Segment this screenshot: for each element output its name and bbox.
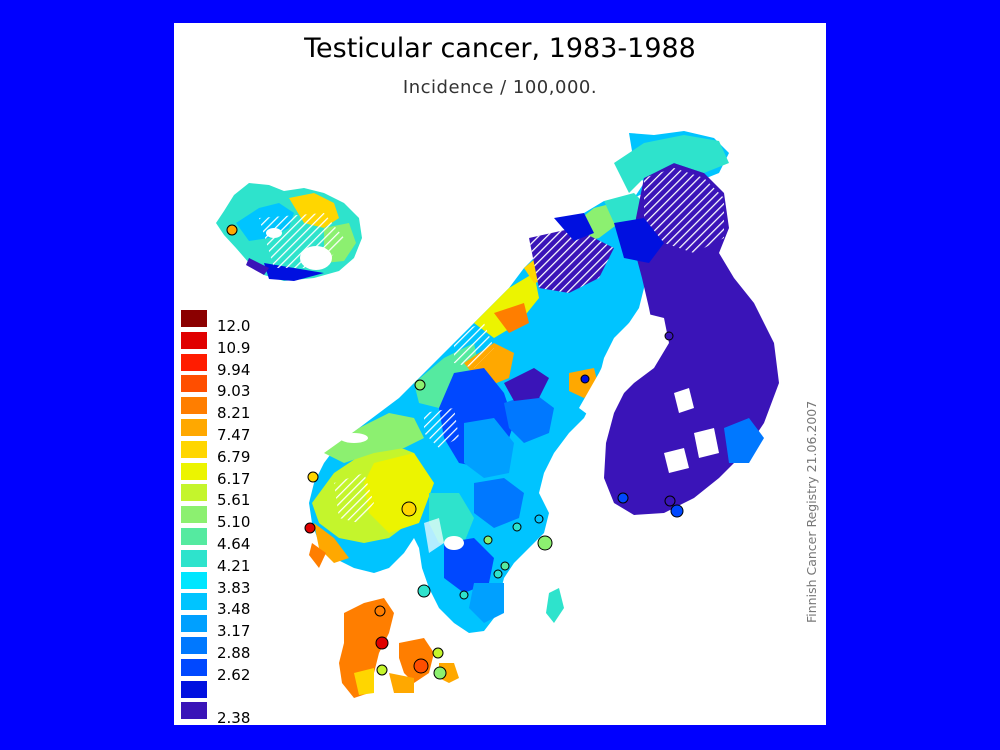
incidence-map (216, 131, 779, 698)
legend-label: 3.48 (217, 600, 251, 619)
gulf-of-bothnia (579, 313, 669, 423)
legend-label: 7.47 (217, 425, 251, 444)
finland-region (604, 135, 779, 515)
legend-label: 6.79 (217, 447, 251, 466)
legend-swatch (181, 702, 207, 720)
legend-swatch (181, 506, 207, 524)
legend-swatch (181, 331, 207, 349)
map-subtitle: Incidence / 100,000. (402, 77, 598, 98)
legend-swatch (181, 462, 207, 480)
legend-label: 2.38 (217, 709, 251, 725)
legend-label: 8.21 (217, 404, 251, 423)
legend-label: 10.9 (217, 338, 251, 357)
legend-label: 9.94 (217, 360, 251, 379)
legend-swatch (181, 636, 207, 654)
legend-swatch (181, 440, 207, 458)
legend-swatch (181, 658, 207, 676)
legend-swatch (181, 593, 207, 611)
iceland-region (216, 183, 362, 281)
credit-text: Finnish Cancer Registry 21.06.2007 (804, 400, 819, 623)
legend-swatch (181, 527, 207, 545)
legend-swatch (181, 680, 207, 698)
legend-swatch (181, 353, 207, 371)
legend-label: 3.17 (217, 622, 251, 641)
legend-swatch (181, 397, 207, 415)
legend-label: 12.0 (217, 317, 251, 335)
legend-label: 4.64 (217, 534, 251, 553)
map-title: Testicular cancer, 1983-1988 (304, 33, 696, 64)
legend-swatch (181, 484, 207, 502)
legend-label: 4.21 (217, 556, 251, 575)
legend-label: 5.10 (217, 513, 251, 532)
city-markers (226, 224, 684, 680)
legend-swatch (181, 418, 207, 436)
map-panel: Testicular cancer, 1983-1988 Incidence /… (174, 23, 826, 725)
legend-swatch (181, 549, 207, 567)
legend-swatch (181, 571, 207, 589)
legend-swatch (181, 615, 207, 633)
legend-swatch (181, 375, 207, 393)
gotland-island (546, 588, 564, 623)
legend-label: 6.17 (217, 469, 251, 488)
legend-swatch (181, 310, 207, 327)
legend-label: 5.61 (217, 491, 251, 510)
legend-label: 2.88 (217, 643, 251, 662)
legend-label: 9.03 (217, 382, 251, 401)
legend-label: 2.62 (217, 665, 251, 684)
legend-label: 3.83 (217, 578, 251, 597)
denmark-region (339, 598, 459, 698)
